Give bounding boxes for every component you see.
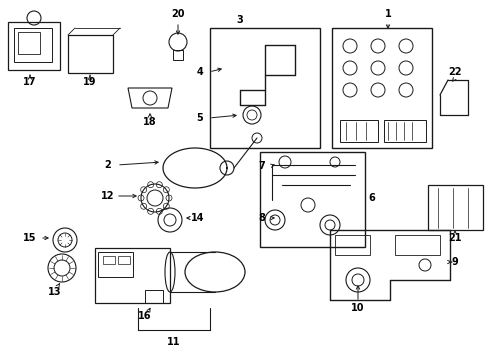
Text: 10: 10: [350, 303, 364, 313]
Text: 7: 7: [258, 161, 265, 171]
Bar: [331, 28, 431, 148]
Text: 17: 17: [23, 77, 37, 87]
Text: 5: 5: [196, 113, 203, 123]
Bar: [339, 120, 377, 142]
Text: 14: 14: [191, 213, 204, 223]
Bar: [145, 290, 163, 303]
Text: 13: 13: [48, 287, 61, 297]
Text: 18: 18: [143, 117, 157, 127]
Text: 16: 16: [138, 311, 151, 321]
Text: 12: 12: [101, 191, 115, 201]
Bar: [260, 152, 364, 247]
Text: 9: 9: [451, 257, 457, 267]
Text: 6: 6: [368, 193, 375, 203]
Text: 1: 1: [384, 9, 390, 19]
Text: 15: 15: [23, 233, 37, 243]
Bar: [334, 235, 369, 255]
Text: 3: 3: [236, 15, 243, 25]
Text: 2: 2: [104, 160, 111, 170]
Text: 21: 21: [447, 233, 461, 243]
Bar: [173, 50, 183, 60]
Text: 19: 19: [83, 77, 97, 87]
Text: 20: 20: [171, 9, 184, 19]
Text: 4: 4: [196, 67, 203, 77]
Bar: [14, 28, 52, 62]
Bar: [394, 235, 439, 255]
Bar: [95, 248, 170, 303]
Text: 8: 8: [258, 213, 265, 223]
Bar: [427, 185, 482, 230]
Bar: [383, 120, 425, 142]
Bar: [209, 28, 319, 148]
Text: 22: 22: [447, 67, 461, 77]
Bar: [8, 22, 60, 70]
Bar: [68, 35, 113, 73]
Text: 11: 11: [167, 337, 181, 347]
Bar: [103, 256, 115, 264]
Bar: [118, 256, 130, 264]
Bar: [18, 32, 40, 54]
Bar: [98, 252, 133, 277]
